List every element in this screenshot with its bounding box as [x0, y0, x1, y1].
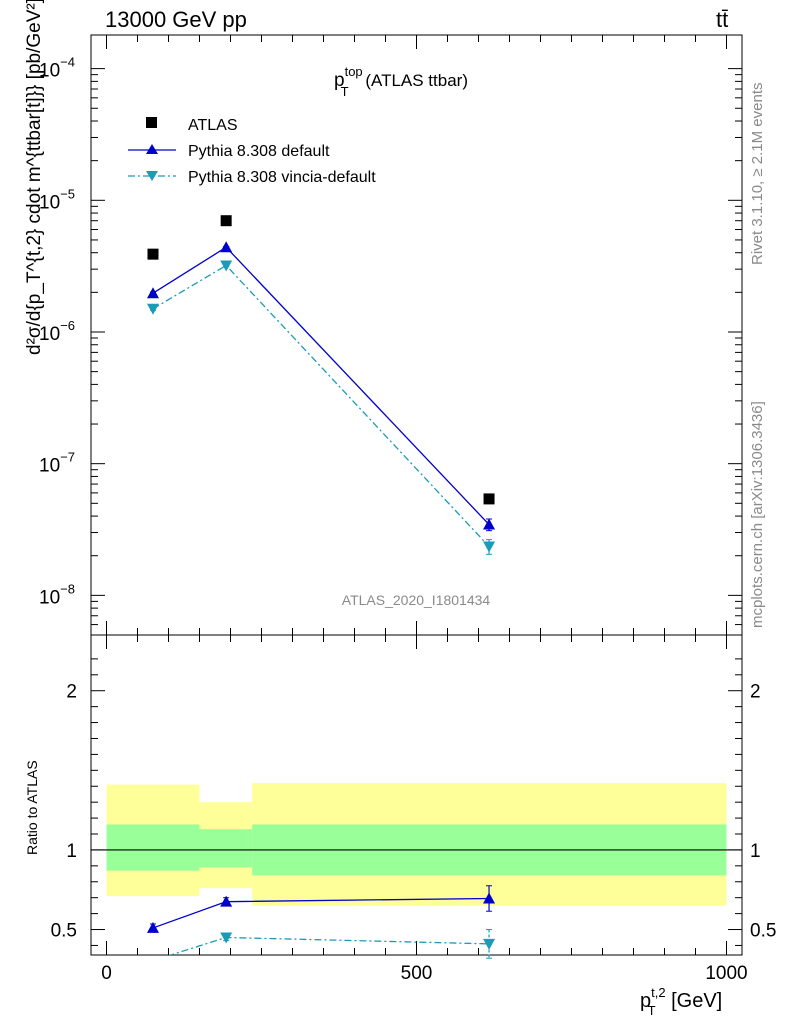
main-ytick-exp: −6 [60, 318, 75, 333]
ratio-vincia-line [168, 936, 490, 955]
main-ytick-base: 10 [39, 456, 60, 477]
ratio-data [147, 885, 496, 959]
main-ytick-exp: −8 [60, 581, 75, 596]
legend-default-marker [146, 144, 158, 154]
main-ytick-base: 10 [39, 324, 60, 345]
ratio-default-point [483, 892, 496, 904]
main-ytick-label: 10−8 [39, 581, 75, 608]
legend-atlas-label: ATLAS [188, 117, 238, 134]
x-axis-label: pt,2 T [GeV] [640, 985, 722, 1018]
main-ylabel: d²σ/d{p_T^{t,2} cdot m^{ttbar[t]}} [pb/G… [24, 0, 45, 355]
legend-atlas-marker [146, 117, 157, 128]
ratio-band-inner [106, 824, 200, 871]
ratio-ytick-label: 0.5 [51, 921, 77, 942]
analysis-id: ATLAS_2020_I1801434 [342, 592, 491, 608]
default-series-line [152, 246, 490, 525]
ratio-ylabel: Ratio to ATLAS [24, 760, 40, 855]
main-ytick-label: 10−6 [39, 318, 75, 345]
vincia-point [220, 260, 233, 272]
ratio-vincia-point [483, 938, 496, 950]
main-axes: 10−810−710−610−510−4 [39, 35, 742, 636]
main-ytick-label: 10−5 [39, 186, 75, 213]
main-ytick-label: 10−4 [39, 55, 75, 82]
energy-label: 13000 GeV pp [105, 7, 247, 32]
main-ytick-exp: −4 [60, 55, 75, 70]
ratio-xtick-label: 0 [101, 963, 112, 984]
main-ytick-exp: −5 [60, 186, 75, 201]
vincia-series-line [152, 264, 490, 547]
legend-vincia-marker [146, 171, 158, 181]
source-label: mcplots.cern.ch [arXiv:1306.3436] [749, 401, 766, 628]
ratio-vincia-point [220, 932, 233, 944]
main-data [147, 215, 496, 555]
default-point [220, 241, 233, 253]
main-ytick-base: 10 [39, 61, 60, 82]
ratio-default-point [147, 921, 159, 933]
main-ytick-label: 10−7 [39, 450, 75, 477]
default-point [147, 287, 159, 299]
legend: ATLAS Pythia 8.308 default Pythia 8.308 … [128, 117, 376, 186]
ratio-ytick-label-right: 2 [750, 682, 761, 703]
main-title: ptop T (ATLAS ttbar) [334, 64, 468, 99]
main-ytick-exp: −7 [60, 450, 75, 465]
ratio-band-inner [199, 829, 253, 868]
legend-default-label: Pythia 8.308 default [188, 143, 330, 160]
main-ytick-base: 10 [39, 192, 60, 213]
default-point [483, 518, 496, 530]
ratio-uncertainty-bands [91, 783, 742, 906]
ratio-ytick-label-right: 1 [750, 841, 761, 862]
ratio-ytick-label-right: 0.5 [750, 921, 776, 942]
ratio-xtick-label: 500 [401, 963, 433, 984]
atlas-point [147, 248, 159, 260]
vincia-point [147, 303, 159, 315]
ratio-xtick-label: 1000 [705, 963, 747, 984]
process-label: tt̄ [716, 7, 728, 32]
vincia-point [483, 541, 496, 553]
legend-vincia-label: Pythia 8.308 vincia-default [188, 169, 376, 186]
main-ytick-base: 10 [39, 587, 60, 608]
atlas-point [483, 493, 495, 505]
ratio-ytick-label: 1 [66, 841, 77, 862]
atlas-point [220, 215, 232, 227]
ratio-ytick-label: 2 [66, 682, 77, 703]
rivet-label: Rivet 3.1.10, ≥ 2.1M events [749, 83, 766, 266]
ratio-default-point [220, 895, 233, 907]
